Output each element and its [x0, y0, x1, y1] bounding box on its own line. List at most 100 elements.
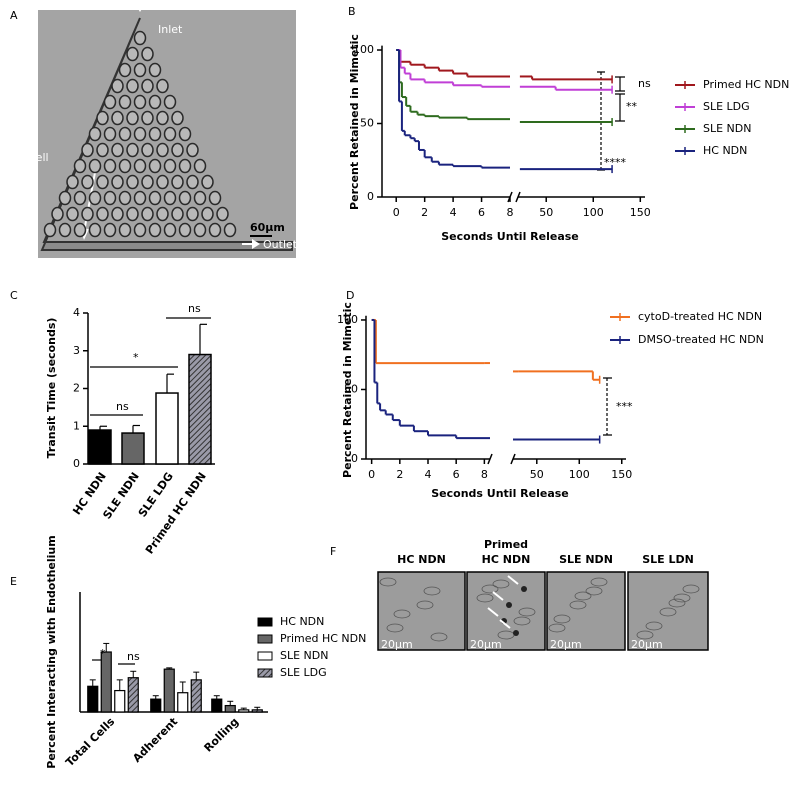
post	[73, 158, 87, 174]
post	[103, 222, 117, 238]
x-tick-label: Rolling	[202, 715, 242, 755]
bar	[114, 689, 126, 713]
x-tick-label: 150	[611, 468, 632, 481]
image-label: HC NDN	[397, 553, 446, 566]
post	[141, 142, 154, 158]
post	[51, 206, 64, 222]
post	[126, 206, 139, 222]
x-tick-label: 0	[368, 468, 375, 481]
bar	[163, 668, 175, 713]
y-tick-label: 4	[73, 306, 80, 319]
x-tick-label: 50	[530, 468, 544, 481]
arrow	[487, 607, 499, 617]
y-tick-label: 50	[344, 382, 358, 395]
post	[103, 126, 117, 142]
cell-shape	[416, 600, 434, 610]
bar	[188, 353, 212, 465]
post	[118, 62, 132, 78]
axis-break	[510, 453, 516, 465]
x-tick-label: 150	[630, 206, 651, 219]
image-label: Inlet	[158, 23, 183, 36]
post	[81, 174, 94, 190]
post	[81, 206, 94, 222]
post	[126, 78, 139, 94]
post	[163, 94, 177, 110]
post	[133, 190, 147, 206]
post	[163, 158, 177, 174]
post	[148, 126, 162, 142]
bar	[88, 429, 112, 465]
image-label: Primed	[484, 538, 528, 551]
bar	[150, 698, 162, 713]
cell-shape	[430, 632, 448, 642]
post	[118, 94, 132, 110]
y-axis-label: Transit Time (seconds)	[45, 318, 58, 459]
cell-shape	[513, 616, 531, 626]
post	[223, 222, 237, 238]
post	[58, 222, 72, 238]
cell-shape	[492, 579, 510, 589]
x-tick-label: 4	[450, 206, 457, 219]
post	[201, 174, 214, 190]
x-tick-label: 6	[453, 468, 460, 481]
post	[186, 174, 199, 190]
post	[103, 94, 117, 110]
x-tick-label: 6	[478, 206, 485, 219]
post	[148, 62, 162, 78]
post	[201, 206, 214, 222]
post	[88, 158, 102, 174]
image-label: Cell	[28, 151, 49, 164]
cell-shape	[481, 584, 499, 594]
image-label: Outlet	[263, 238, 298, 251]
post	[96, 110, 109, 126]
cell-shape	[569, 600, 587, 610]
legend-label: cytoD-treated HC NDN	[638, 310, 762, 323]
x-tick-label: 8	[481, 468, 488, 481]
annotation: *	[100, 647, 106, 660]
legend-label: Primed HC NDN	[280, 632, 366, 645]
legend-swatch	[257, 617, 273, 627]
post	[193, 190, 207, 206]
post	[148, 158, 162, 174]
x-tick-label: Total Cells	[63, 715, 117, 769]
post	[156, 110, 169, 126]
image-label: HC NDN	[482, 553, 531, 566]
panel-letter: F	[330, 545, 336, 558]
post	[208, 190, 222, 206]
panel-letter: D	[346, 289, 354, 302]
cell-shape	[379, 577, 397, 587]
post	[193, 222, 207, 238]
post	[156, 174, 169, 190]
post	[156, 78, 169, 94]
cell-shape	[668, 598, 686, 608]
annotation: **	[626, 100, 638, 113]
post	[171, 206, 184, 222]
post	[141, 174, 154, 190]
post	[156, 142, 169, 158]
cell-shape	[673, 593, 691, 603]
post	[156, 206, 169, 222]
axis-break	[487, 453, 493, 465]
annotation: ns	[638, 77, 651, 90]
post	[88, 190, 102, 206]
legend-label: SLE LDG	[280, 666, 327, 679]
brackets	[90, 71, 625, 665]
bar	[177, 692, 189, 713]
post	[96, 174, 109, 190]
legend-swatch	[257, 634, 273, 644]
micrograph-a	[38, 2, 296, 258]
y-axis-label: Percent Interacting with Endothelium	[45, 535, 58, 768]
legend-label: SLE NDN	[703, 122, 752, 135]
post	[111, 78, 124, 94]
micrograph	[466, 571, 546, 651]
legend-label: SLE NDN	[280, 649, 329, 662]
post	[66, 174, 79, 190]
post	[178, 190, 192, 206]
y-tick-label: 2	[73, 382, 80, 395]
annotation: ****	[604, 156, 627, 169]
y-axis-label: Percent Retained in Mimetic	[341, 302, 354, 478]
arrow	[492, 591, 504, 601]
post	[111, 110, 124, 126]
post	[81, 142, 94, 158]
arrow	[507, 575, 519, 585]
